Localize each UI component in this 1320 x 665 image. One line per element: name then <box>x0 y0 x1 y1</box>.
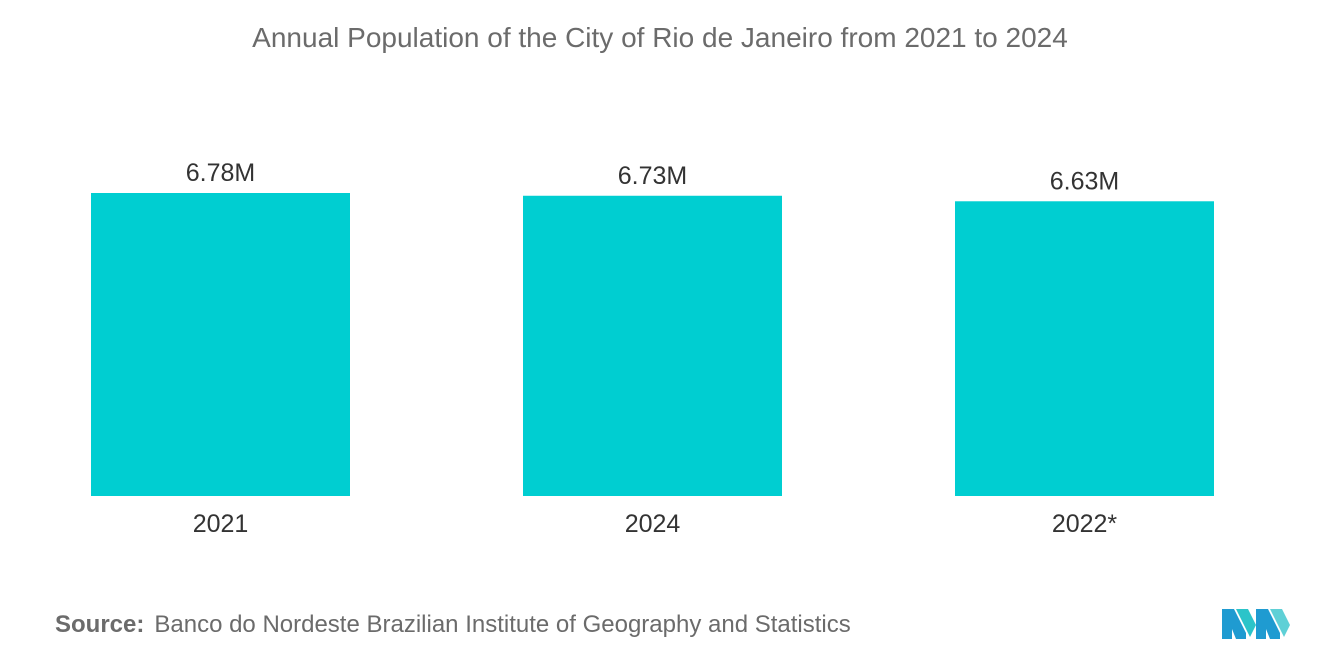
source-line: Source: Banco do Nordeste Brazilian Insti… <box>55 611 851 639</box>
source-label: Source: <box>55 611 145 638</box>
x-tick-label-2022: 2022* <box>1052 510 1118 538</box>
bar-2021 <box>91 193 350 496</box>
chart-title: Annual Population of the City of Rio de … <box>252 22 1068 53</box>
bar-chart: 6.78M 2021 6.73M 2024 6.63M 2022* <box>91 159 1214 538</box>
x-tick-label-2024: 2024 <box>625 510 681 538</box>
bar-2022 <box>955 201 1214 496</box>
data-label-2024: 6.73M <box>618 162 687 190</box>
data-label-2021: 6.78M <box>186 159 255 187</box>
data-label-2022: 6.63M <box>1050 167 1119 195</box>
mordor-intelligence-logo-icon <box>1222 609 1290 639</box>
x-tick-label-2021: 2021 <box>193 510 249 538</box>
source-text: Banco do Nordeste Brazilian Institute of… <box>154 611 851 638</box>
bar-2024 <box>523 195 782 497</box>
